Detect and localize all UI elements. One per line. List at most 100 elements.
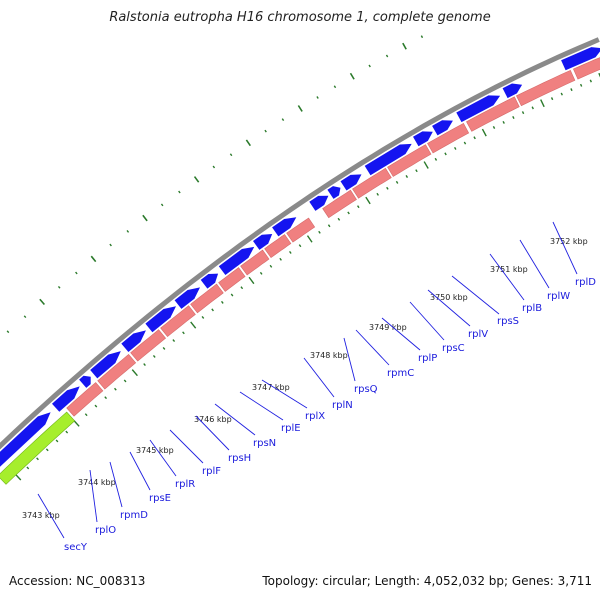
tick-marks	[6, 35, 600, 481]
reverse-gene-bar	[466, 96, 520, 132]
inner-tick	[14, 473, 22, 481]
inner-tick	[26, 466, 30, 470]
gene-callout-line	[109, 461, 123, 508]
forward-gene-arrow	[456, 95, 501, 123]
inner-tick	[240, 286, 244, 290]
inner-tick	[220, 300, 224, 304]
inner-tick	[376, 192, 379, 196]
inner-tick	[415, 169, 418, 173]
inner-tick	[123, 379, 127, 383]
coordinate-label: 3748 kbp	[310, 351, 348, 360]
inner-tick	[36, 457, 39, 461]
inner-tick	[259, 271, 263, 275]
inner-tick	[73, 419, 80, 427]
inner-tick	[306, 235, 313, 243]
inner-tick	[347, 211, 350, 215]
coordinate-label: 3752 kbp	[550, 237, 588, 246]
inner-tick	[269, 264, 273, 268]
accession-label: Accession: NC_008313	[9, 574, 146, 588]
outer-tick	[420, 35, 424, 39]
outer-tick	[229, 153, 233, 157]
gene-callout-line	[519, 239, 550, 289]
reverse-gene-bar	[387, 144, 432, 177]
coordinate-label: 3745 kbp	[136, 446, 174, 455]
forward-gene-arrow	[413, 131, 433, 147]
inner-tick	[143, 363, 146, 366]
inner-tick	[230, 293, 234, 297]
inner-tick	[570, 88, 573, 92]
gene-label-rplO: rplO	[95, 525, 116, 536]
inner-tick	[104, 396, 108, 400]
forward-gene-arrow	[52, 386, 80, 412]
gene-label-rpmC: rpmC	[387, 368, 414, 379]
outer-tick	[6, 330, 10, 334]
inner-tick	[327, 224, 331, 228]
inner-tick	[589, 79, 592, 83]
gene-callout-line	[129, 451, 151, 491]
forward-gene-arrow	[309, 195, 329, 211]
inner-tick	[94, 404, 98, 408]
gene-label-rplB: rplB	[522, 303, 542, 314]
reverse-gene-bar	[322, 189, 357, 219]
outer-tick	[402, 42, 407, 50]
inner-tick	[337, 217, 341, 221]
inner-tick	[162, 347, 166, 350]
reverse-gene-bar	[286, 217, 316, 243]
inner-tick	[444, 152, 447, 156]
forward-gene-arrow	[272, 217, 297, 237]
outer-tick	[160, 203, 164, 207]
reverse-gene-bar	[130, 329, 167, 362]
inner-tick	[356, 205, 360, 209]
inner-tick	[579, 83, 583, 87]
gene-label-rplR: rplR	[175, 479, 195, 490]
gene-label-rplF: rplF	[202, 466, 221, 477]
gene-callout-line	[451, 275, 500, 315]
gene-label-rplE: rplE	[281, 423, 301, 434]
gene-label-rpsQ: rpsQ	[354, 384, 378, 395]
gene-labels: 3743 kbp 3744 kbp 3745 kbp 3746 kbp 3747 kbp…	[22, 221, 596, 553]
gene-callout-line	[552, 221, 578, 275]
gene-callout-line	[409, 301, 445, 341]
outer-tick	[245, 139, 251, 147]
reverse-gene-bar	[66, 382, 104, 417]
inner-tick	[114, 387, 117, 391]
inner-tick	[540, 99, 545, 108]
forward-gene-arrow	[327, 186, 341, 199]
gene-callout-line	[355, 329, 390, 366]
inner-tick	[65, 430, 69, 434]
inner-tick	[201, 315, 205, 319]
outer-tick	[349, 72, 355, 80]
outer-tick	[212, 165, 216, 169]
inner-tick	[512, 116, 515, 119]
inner-tick	[182, 331, 185, 335]
inner-tick	[598, 72, 600, 78]
outer-tick	[23, 315, 27, 319]
backbone-line	[0, 37, 600, 450]
inner-tick	[395, 180, 399, 184]
forward-gene-arrow	[502, 83, 523, 99]
inner-tick	[84, 413, 88, 417]
coordinate-label: 3749 kbp	[369, 323, 407, 332]
gene-callout-line	[89, 469, 98, 523]
inner-tick	[131, 369, 138, 377]
gene-label-rpmD: rpmD	[120, 510, 148, 521]
outer-tick	[333, 85, 337, 89]
outer-tick	[109, 243, 112, 247]
outer-tick	[126, 230, 130, 233]
forward-gene-arrow	[200, 273, 219, 289]
inner-tick	[463, 141, 467, 145]
forward-gene-arrow	[253, 234, 273, 250]
inner-tick	[502, 120, 505, 124]
gene-label-rpsE: rpsE	[149, 493, 171, 504]
inner-tick	[55, 439, 59, 443]
inner-tick	[405, 175, 409, 178]
coordinate-label: 3744 kbp	[78, 478, 116, 487]
inner-tick	[365, 196, 371, 205]
outer-tick	[368, 64, 371, 68]
outer-tick	[178, 190, 181, 194]
inner-tick	[45, 448, 49, 452]
reverse-gene-bar	[427, 122, 470, 154]
gene-label-rplW: rplW	[547, 291, 570, 302]
outer-tick	[142, 214, 148, 222]
